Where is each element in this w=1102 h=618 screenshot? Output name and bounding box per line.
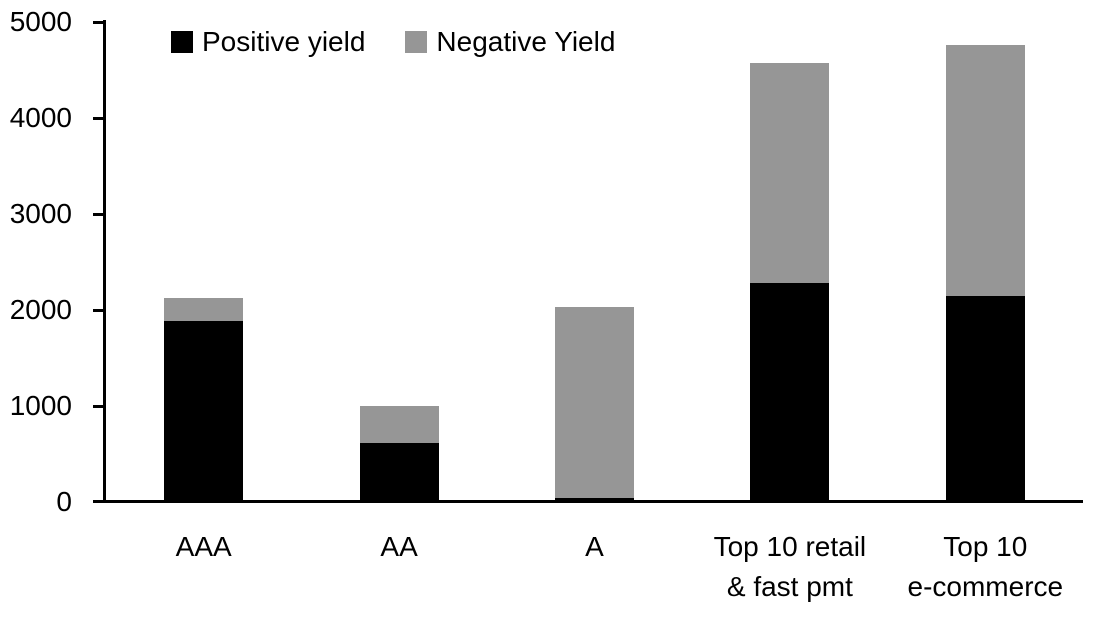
bar-segment-aaa-positive-yield bbox=[164, 320, 244, 502]
bar-segment-top-10-e-commerce-negative-yield bbox=[945, 44, 1025, 296]
legend-swatch-positive-yield bbox=[171, 31, 193, 53]
bar-segment-top-10-e-commerce-positive-yield bbox=[945, 295, 1025, 502]
y-axis-tick-label-5000: 5000 bbox=[9, 6, 72, 37]
bar-segment-top-10-retail-fast-pmt-positive-yield bbox=[750, 283, 830, 502]
legend-label-positive-yield: Positive yield bbox=[202, 26, 366, 57]
bar-segment-a-positive-yield bbox=[555, 498, 634, 502]
x-axis-label-aa: AA bbox=[380, 531, 418, 562]
legend-item-positive-yield: Positive yield bbox=[171, 26, 366, 57]
x-axis-label-a: A bbox=[585, 531, 604, 562]
plot-area bbox=[106, 22, 1083, 502]
x-axis-label-aaa: AAA bbox=[175, 531, 232, 562]
legend-swatch-negative-yield bbox=[405, 31, 428, 53]
y-axis-tick-label-2000: 2000 bbox=[9, 294, 72, 325]
bar-segment-aaa-negative-yield bbox=[164, 297, 244, 321]
y-axis-line bbox=[103, 20, 106, 503]
bar-segment-top-10-retail-fast-pmt-negative-yield bbox=[750, 63, 830, 284]
y-axis-tick-label-3000: 3000 bbox=[9, 198, 72, 229]
bar-segment-aa-negative-yield bbox=[359, 406, 439, 444]
x-axis-label-top-10-retail-fast-pmt: Top 10 retail & fast pmt bbox=[713, 531, 867, 602]
y-axis-tick-label-1000: 1000 bbox=[9, 390, 72, 421]
chart-legend: Positive yield Negative Yield bbox=[171, 26, 616, 57]
y-axis-tick-label-0: 0 bbox=[56, 486, 72, 517]
y-axis-tick-2000 bbox=[93, 308, 106, 312]
y-axis-tick-3000 bbox=[93, 212, 106, 216]
legend-item-negative-yield: Negative Yield bbox=[405, 26, 616, 57]
y-axis-tick-5000 bbox=[93, 20, 106, 24]
y-axis-tick-label-4000: 4000 bbox=[9, 102, 72, 133]
bar-segment-a-negative-yield bbox=[555, 307, 634, 499]
y-axis-tick-4000 bbox=[93, 116, 106, 120]
x-axis-label-top-10-e-commerce: Top 10 e-commerce bbox=[907, 531, 1064, 602]
y-axis-tick-1000 bbox=[93, 404, 106, 408]
legend-label-negative-yield: Negative Yield bbox=[436, 26, 616, 57]
bar-segment-aa-positive-yield bbox=[359, 443, 439, 502]
